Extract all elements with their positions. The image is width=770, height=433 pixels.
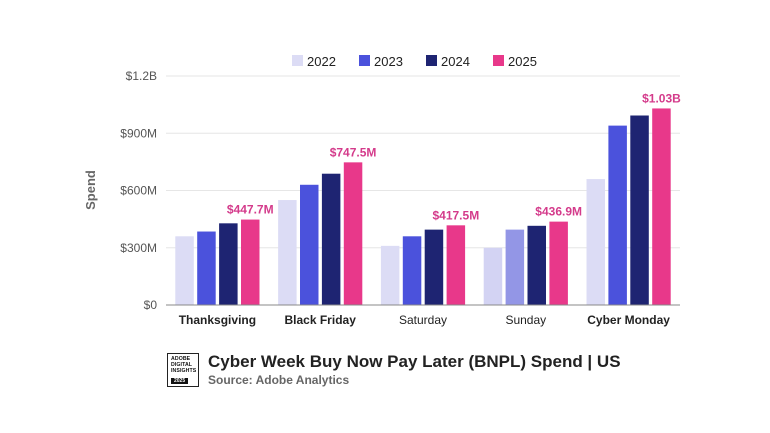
legend-label: 2024 [441,54,470,69]
bar-2025-thanksgiving [241,219,260,305]
x-tick-label: Black Friday [285,313,357,327]
legend-label: 2025 [508,54,537,69]
legend-label: 2022 [307,54,336,69]
y-axis-ticks: $0 $300M $600M $900M $1.2B [120,69,157,312]
x-tick-label: Sunday [505,313,546,327]
x-axis-labels: Thanksgiving Black Friday Saturday Sunday Cy… [179,313,671,327]
legend-label: 2023 [374,54,403,69]
y-tick-label: $900M [120,126,157,140]
data-label: $436.9M [535,205,582,219]
data-label: $447.7M [227,203,274,217]
data-label: $1.03B [642,91,681,105]
bar-2025-black-friday [343,162,363,305]
chart-legend: 2022 2023 2024 2025 [292,54,537,69]
chart-bars [175,108,671,305]
logo-year: 2025 [171,378,189,384]
y-tick-label: $300M [120,241,157,255]
chart-title: Cyber Week Buy Now Pay Later (BNPL) Spen… [208,352,621,371]
chart-source: Source: Adobe Analytics [208,373,350,387]
x-tick-label: Saturday [399,313,447,327]
bar-2023-black-friday [300,184,319,305]
bar-2023-sunday [505,229,525,305]
bar-2022-saturday [380,245,400,305]
logo-line-1: ADOBE [171,356,191,362]
chart-annotations: $447.7M $747.5M $417.5M $436.9M $1.03B [227,91,681,222]
data-label: $747.5M [330,145,377,159]
logo-line-2: DIGITAL [171,362,193,368]
logo-line-3: INSIGHTS [171,368,197,374]
bar-2025-sunday [549,221,568,305]
bar-2022-black-friday [278,200,297,305]
y-tick-label: $0 [144,298,158,312]
bar-2024-sunday [527,225,546,305]
legend-item-2024: 2024 [426,54,470,69]
bar-2025-cyber-monday [652,108,671,305]
bar-2022-thanksgiving [175,236,194,305]
bar-2023-cyber-monday [608,125,627,305]
bar-2025-saturday [446,225,466,305]
bar-2023-saturday [402,236,422,305]
bar-2024-black-friday [321,173,341,305]
data-label: $417.5M [432,208,479,222]
legend-item-2025: 2025 [493,54,537,69]
bar-2024-thanksgiving [219,223,238,305]
bar-2024-cyber-monday [630,115,649,305]
adobe-digital-insights-logo: ADOBE DIGITAL INSIGHTS 2025 [167,353,199,387]
bar-2023-thanksgiving [197,231,216,305]
y-axis-label: Spend [83,170,98,210]
x-tick-label: Cyber Monday [587,313,670,327]
y-tick-label: $1.2B [126,69,157,83]
legend-swatch [359,55,370,66]
legend-item-2022: 2022 [292,54,336,69]
bar-2022-cyber-monday [586,179,605,305]
x-tick-label: Thanksgiving [179,313,256,327]
legend-swatch [493,55,504,66]
legend-item-2023: 2023 [359,54,403,69]
bar-2022-sunday [483,247,503,305]
bar-2024-saturday [424,229,444,305]
chart-footer: ADOBE DIGITAL INSIGHTS 2025 Cyber Week B… [167,352,621,388]
legend-swatch [426,55,437,66]
footer-text: Cyber Week Buy Now Pay Later (BNPL) Spen… [208,352,621,388]
legend-swatch [292,55,303,66]
y-tick-label: $600M [120,184,157,198]
